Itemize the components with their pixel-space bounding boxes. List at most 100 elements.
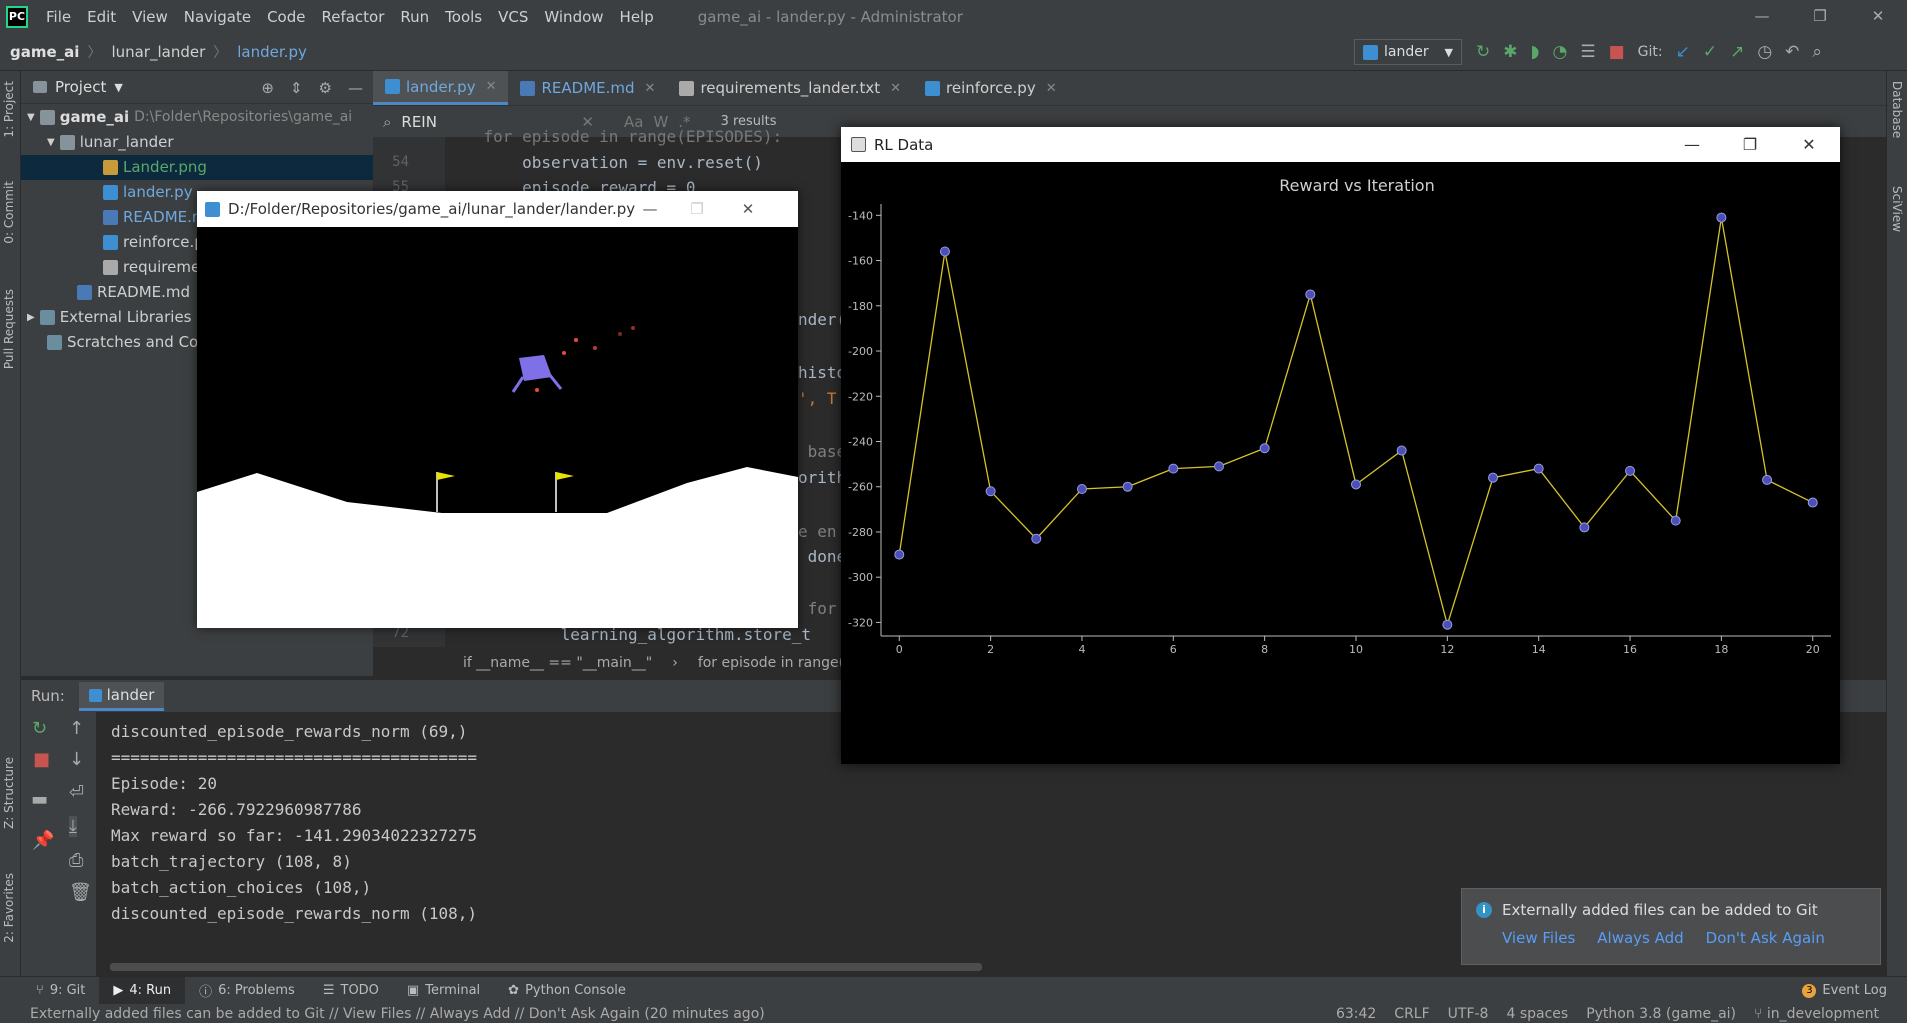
pin-icon[interactable]: 📌 [32,830,55,851]
close-button[interactable]: ✕ [741,200,755,218]
breadcrumb-file[interactable]: lander.py [237,42,307,61]
git-branch[interactable]: ⑂ in_development [1754,1005,1879,1022]
match-case-option[interactable]: Aa [623,112,644,131]
restore-button[interactable]: ❐ [1813,7,1827,25]
run-configuration-select[interactable]: lander ▼ [1354,39,1462,65]
menu-navigate[interactable]: Navigate [183,7,252,26]
coverage-icon[interactable]: ◗ [1530,42,1540,62]
history-icon[interactable]: ◷ [1757,42,1773,62]
close-icon[interactable]: ✕ [890,80,902,96]
menu-refactor[interactable]: Refactor [321,7,385,26]
close-icon[interactable]: ✕ [485,79,497,94]
tree-item-readme-root[interactable]: README.md [77,280,190,305]
indent-setting[interactable]: 4 spaces [1506,1005,1569,1022]
code-breadcrumb[interactable]: for episode in range(EPISC [697,655,885,671]
menu-tools[interactable]: Tools [445,7,483,26]
locate-icon[interactable]: ⊕ [261,79,274,97]
regex-option[interactable]: .* [678,112,691,131]
rl-window-titlebar[interactable]: RL Data [841,127,1840,162]
tool-project-tab[interactable]: 1: Project [2,81,16,138]
debug-icon[interactable]: ✱ [1503,42,1518,62]
menu-window[interactable]: Window [544,7,604,26]
tool-run-tab[interactable]: ▶ 4: Run [99,976,186,1005]
build-icon[interactable]: ☰ [1580,42,1596,62]
line-separator[interactable]: CRLF [1394,1005,1430,1022]
tree-item-game-ai[interactable]: ▼ game_ai D:\Folder\Repositories\game_ai [27,105,352,130]
dont-ask-again-link[interactable]: Don't Ask Again [1705,929,1825,947]
event-log-tab[interactable]: 3 Event Log [1802,983,1887,998]
menu-run[interactable]: Run [400,7,430,26]
git-push-icon[interactable]: ↗ [1730,42,1745,62]
project-panel-title[interactable]: Project [55,78,107,96]
interpreter-selector[interactable]: Python 3.8 (game_ai) [1586,1005,1737,1022]
rerun-icon[interactable]: ↻ [1476,42,1491,62]
print-icon[interactable]: ⎙ [69,850,84,871]
console-horizontal-scrollbar[interactable] [110,963,982,971]
menu-view[interactable]: View [132,7,168,26]
tool-python-console-tab[interactable]: ✿ Python Console [508,983,626,998]
always-add-link[interactable]: Always Add [1597,929,1684,947]
breadcrumb-project[interactable]: game_ai [10,42,80,61]
tool-structure-tab[interactable]: Z: Structure [2,757,16,829]
breadcrumb-folder[interactable]: lunar_lander [111,42,206,61]
soft-wrap-icon[interactable]: ⏎ [69,782,85,803]
tool-pull-requests-tab[interactable]: Pull Requests [2,289,16,370]
menu-help[interactable]: Help [619,7,654,26]
layout-icon[interactable]: ▬ [31,789,49,810]
tool-sciview-tab[interactable]: SciView [1890,186,1904,233]
menu-edit[interactable]: Edit [87,7,117,26]
scroll-to-end-icon[interactable]: ⤓ [69,816,77,837]
tab-readme[interactable]: README.md ✕ [508,71,667,105]
menu-file[interactable]: File [46,7,72,26]
tool-todo-tab[interactable]: ☰ TODO [322,983,379,998]
trash-icon[interactable]: 🗑 [69,882,92,903]
up-arrow-icon[interactable]: ↑ [69,718,85,739]
status-message[interactable]: Externally added files can be added to G… [30,1005,765,1022]
search-everywhere-icon[interactable]: ⌕ [1812,42,1822,62]
maximize-button[interactable]: ❐ [1742,135,1758,154]
collapse-all-icon[interactable]: ⇕ [289,79,303,97]
minimize-button[interactable]: — [1754,7,1770,25]
git-commit-icon[interactable]: ✓ [1702,42,1718,62]
tree-item-external-libraries[interactable]: ▶ External Libraries [27,305,192,330]
menu-code[interactable]: Code [267,7,306,26]
file-encoding[interactable]: UTF-8 [1447,1005,1489,1022]
tab-requirements[interactable]: requirements_lander.txt ✕ [667,71,913,105]
profile-icon[interactable]: ◔ [1552,42,1568,62]
run-tab-lander[interactable]: lander [78,681,165,711]
tool-commit-tab[interactable]: 0: Commit [2,181,16,244]
chevron-down-icon[interactable]: ▼ [114,80,123,94]
tool-git-tab[interactable]: ⑂ 9: Git [36,983,86,998]
down-arrow-icon[interactable]: ↓ [69,749,85,770]
close-button[interactable]: ✕ [1871,7,1885,25]
maximize-button[interactable]: ❐ [690,200,704,218]
tree-item-lander-py[interactable]: lander.py [103,180,193,205]
tree-item-lander-png[interactable]: Lander.png [21,155,373,180]
code-breadcrumb[interactable]: if __name__ == "__main__" [463,655,653,671]
tree-item-readme-lander[interactable]: README.md [103,205,216,230]
tab-reinforce[interactable]: reinforce.py ✕ [913,71,1069,105]
stop-icon[interactable]: ■ [33,749,51,770]
search-input[interactable]: REIN [401,112,437,131]
stop-icon[interactable]: ■ [1608,42,1625,62]
tab-lander-py[interactable]: lander.py ✕ [373,71,509,105]
tree-item-reinforce-py[interactable]: reinforce.py [103,230,213,255]
hide-icon[interactable]: — [348,79,363,97]
view-files-link[interactable]: View Files [1502,929,1576,947]
close-icon[interactable]: ✕ [644,80,656,96]
close-button[interactable]: ✕ [1802,135,1816,154]
rerun-icon[interactable]: ↻ [32,718,48,739]
whole-words-option[interactable]: W [653,112,669,131]
tree-item-lunar-lander[interactable]: ▼ lunar_lander [47,130,174,155]
lander-window-titlebar[interactable]: D:/Folder/Repositories/game_ai/lunar_lan… [197,191,798,227]
tool-favorites-tab[interactable]: 2: Favorites [2,873,16,943]
minimize-button[interactable]: — [1684,135,1700,154]
gear-icon[interactable]: ⚙ [318,79,332,97]
git-update-icon[interactable]: ↙ [1675,42,1690,62]
caret-position[interactable]: 63:42 [1335,1005,1377,1022]
clear-icon[interactable]: ✕ [581,112,594,131]
minimize-button[interactable]: — [642,200,658,218]
tool-terminal-tab[interactable]: ▣ Terminal [406,983,481,998]
tool-database-tab[interactable]: Database [1890,81,1904,139]
tool-problems-tab[interactable]: ⓘ 6: Problems [199,983,295,1000]
